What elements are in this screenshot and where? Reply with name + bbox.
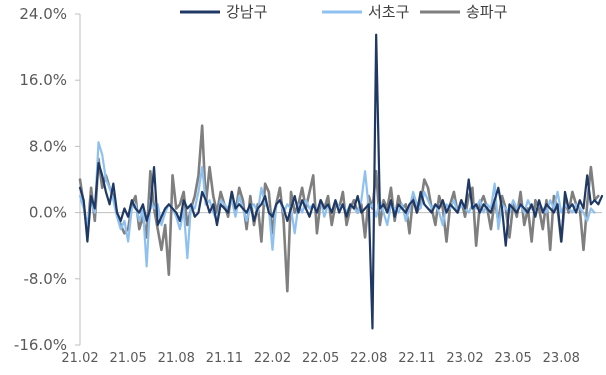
x-tick-label: 21.11 xyxy=(206,351,243,366)
legend-label: 서초구 xyxy=(368,3,409,21)
y-tick-label: 0.0% xyxy=(29,204,67,222)
y-tick-label: -8.0% xyxy=(23,270,67,288)
y-tick-label: -16.0% xyxy=(14,336,67,354)
y-tick-label: 16.0% xyxy=(19,71,67,89)
x-tick-label: 23.05 xyxy=(495,351,532,366)
x-tick-label: 21.02 xyxy=(61,351,98,366)
legend-label: 송파구 xyxy=(466,3,507,21)
x-tick-label: 22.02 xyxy=(254,351,291,366)
legend-label: 강남구 xyxy=(226,3,267,21)
y-tick-label: 24.0% xyxy=(19,5,67,23)
series-line-1 xyxy=(78,33,604,330)
x-tick-label: 21.08 xyxy=(158,351,195,366)
x-tick-label: 23.02 xyxy=(446,351,483,366)
x-tick-label: 22.08 xyxy=(350,351,387,366)
y-tick-label: 8.0% xyxy=(29,137,67,155)
x-tick-label: 23.08 xyxy=(543,351,580,366)
x-tick-label: 22.11 xyxy=(398,351,435,366)
x-tick-label: 21.05 xyxy=(110,351,147,366)
x-tick-label: 22.05 xyxy=(302,351,339,366)
